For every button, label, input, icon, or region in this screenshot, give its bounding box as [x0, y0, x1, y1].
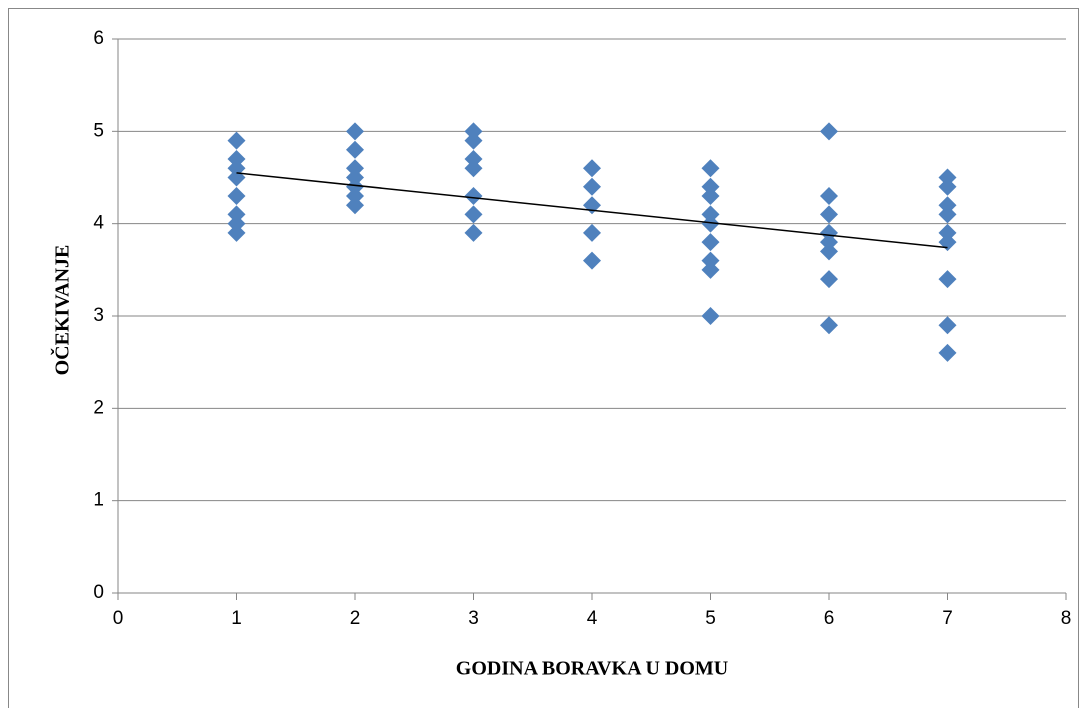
point — [820, 242, 838, 261]
point — [346, 196, 364, 215]
point — [464, 186, 483, 205]
point — [464, 122, 483, 141]
point — [346, 122, 364, 141]
x-tick-label: 1 — [231, 608, 242, 629]
point — [938, 205, 957, 224]
point — [227, 223, 246, 242]
y-tick-label: 2 — [93, 397, 104, 418]
point — [938, 168, 957, 187]
point — [227, 205, 246, 224]
point — [820, 223, 838, 242]
point — [820, 233, 838, 252]
point — [938, 233, 957, 252]
point — [227, 150, 246, 169]
point — [583, 159, 601, 178]
x-tick-label: 5 — [705, 608, 716, 629]
point — [820, 122, 838, 141]
point — [583, 251, 601, 270]
point — [938, 270, 957, 289]
y-tick-label: 0 — [93, 582, 104, 603]
point — [938, 196, 957, 215]
x-tick-label: 2 — [350, 608, 361, 629]
point — [820, 205, 838, 224]
point — [701, 186, 720, 205]
point — [583, 223, 601, 242]
point — [701, 214, 720, 233]
point — [464, 159, 483, 178]
point — [938, 177, 957, 196]
point — [346, 159, 364, 178]
x-tick-label: 3 — [468, 608, 479, 629]
y-axis-title: OČEKIVANJE — [50, 245, 74, 376]
x-tick-label: 0 — [113, 608, 124, 629]
y-tick-label: 1 — [93, 490, 104, 511]
point — [820, 186, 838, 205]
x-tick-label: 8 — [1061, 608, 1072, 629]
point — [701, 260, 720, 279]
y-tick-label: 4 — [93, 213, 104, 234]
point — [346, 168, 364, 187]
y-tick-label: 3 — [93, 305, 104, 326]
point — [701, 307, 720, 325]
point — [701, 177, 720, 196]
point — [701, 159, 720, 178]
point — [701, 251, 720, 270]
point — [701, 205, 720, 224]
point — [346, 177, 364, 196]
point — [346, 186, 364, 205]
point — [227, 214, 246, 233]
point — [938, 343, 957, 362]
x-tick-label: 4 — [587, 608, 598, 629]
x-tick-label: 7 — [942, 608, 953, 629]
point — [227, 168, 246, 187]
point — [464, 150, 483, 169]
point — [346, 140, 364, 159]
point — [464, 205, 483, 224]
point — [701, 233, 720, 252]
point — [938, 223, 957, 242]
point — [227, 186, 246, 205]
x-axis-title: GODINA BORAVKA U DOMU — [456, 658, 728, 680]
point — [938, 316, 957, 335]
chart-border — [8, 8, 1079, 708]
x-tick-label: 6 — [824, 608, 835, 629]
point — [820, 270, 838, 289]
point — [820, 316, 838, 335]
point — [583, 177, 601, 196]
y-tick-label: 5 — [93, 120, 104, 141]
point — [227, 131, 246, 150]
point — [464, 223, 483, 242]
y-tick-label: 6 — [93, 28, 104, 49]
point — [464, 131, 483, 150]
trendline — [236, 172, 948, 249]
